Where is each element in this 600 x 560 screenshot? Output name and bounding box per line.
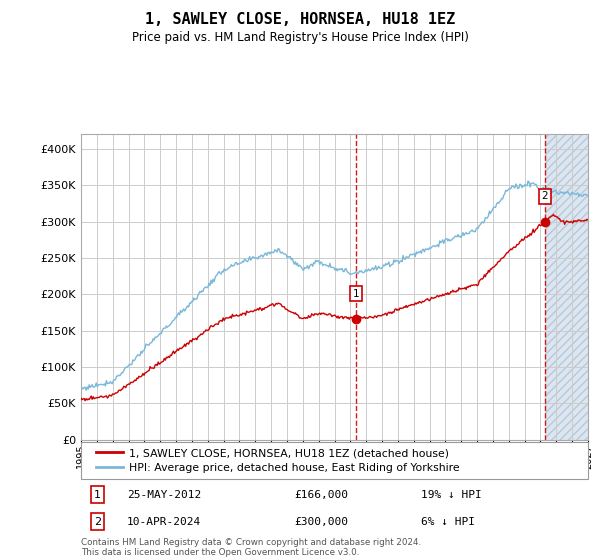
HPI: Average price, detached house, East Riding of Yorkshire: (2.02e+03, 3.26e+05): Average price, detached house, East Ridi… <box>494 199 501 206</box>
Text: Price paid vs. HM Land Registry's House Price Index (HPI): Price paid vs. HM Land Registry's House … <box>131 31 469 44</box>
1, SAWLEY CLOSE, HORNSEA, HU18 1EZ (detached house) <box>380 311 388 318</box>
Text: 25-MAY-2012: 25-MAY-2012 <box>127 489 201 500</box>
HPI: Average price, detached house, East Riding of Yorkshire: (2.02e+03, 3.56e+05): Average price, detached house, East Ridi… <box>524 178 532 184</box>
Legend: 1, SAWLEY CLOSE, HORNSEA, HU18 1EZ (detached house), HPI: Average price, detache: 1, SAWLEY CLOSE, HORNSEA, HU18 1EZ (deta… <box>91 444 464 477</box>
Text: 1, SAWLEY CLOSE, HORNSEA, HU18 1EZ: 1, SAWLEY CLOSE, HORNSEA, HU18 1EZ <box>145 12 455 27</box>
1, SAWLEY CLOSE, HORNSEA, HU18 1EZ (detached house) <box>353 315 360 321</box>
Line: HPI: Average price, detached house, East Riding of Yorkshire: HPI: Average price, detached house, East… <box>81 181 588 390</box>
1, SAWLEY CLOSE, HORNSEA, HU18 1EZ (detached house) <box>77 395 85 402</box>
1, SAWLEY CLOSE, HORNSEA, HU18 1EZ (detached house) <box>319 310 326 317</box>
HPI: Average price, detached house, East Riding of Yorkshire: (2.01e+03, 2.4e+05): Average price, detached house, East Ridi… <box>322 262 329 268</box>
Text: 10-APR-2024: 10-APR-2024 <box>127 516 201 526</box>
Text: Contains HM Land Registry data © Crown copyright and database right 2024.
This d: Contains HM Land Registry data © Crown c… <box>81 538 421 557</box>
Text: £300,000: £300,000 <box>294 516 348 526</box>
1, SAWLEY CLOSE, HORNSEA, HU18 1EZ (detached house) <box>584 217 592 223</box>
1, SAWLEY CLOSE, HORNSEA, HU18 1EZ (detached house) <box>550 211 557 218</box>
Text: 1: 1 <box>353 288 359 298</box>
HPI: Average price, detached house, East Riding of Yorkshire: (2.01e+03, 2.32e+05): Average price, detached house, East Ridi… <box>353 268 360 275</box>
1, SAWLEY CLOSE, HORNSEA, HU18 1EZ (detached house) <box>494 259 501 266</box>
Line: 1, SAWLEY CLOSE, HORNSEA, HU18 1EZ (detached house): 1, SAWLEY CLOSE, HORNSEA, HU18 1EZ (deta… <box>81 214 588 400</box>
Text: 6% ↓ HPI: 6% ↓ HPI <box>421 516 475 526</box>
Text: 2: 2 <box>541 192 548 201</box>
1, SAWLEY CLOSE, HORNSEA, HU18 1EZ (detached house) <box>82 397 89 404</box>
Text: 2: 2 <box>94 516 101 526</box>
1, SAWLEY CLOSE, HORNSEA, HU18 1EZ (detached house) <box>322 311 329 318</box>
HPI: Average price, detached house, East Riding of Yorkshire: (2.03e+03, 3.36e+05): Average price, detached house, East Ridi… <box>584 192 592 199</box>
HPI: Average price, detached house, East Riding of Yorkshire: (2.03e+03, 3.39e+05): Average price, detached house, East Ridi… <box>574 190 581 197</box>
HPI: Average price, detached house, East Riding of Yorkshire: (2e+03, 6.8e+04): Average price, detached house, East Ridi… <box>82 387 89 394</box>
1, SAWLEY CLOSE, HORNSEA, HU18 1EZ (detached house) <box>574 217 581 223</box>
HPI: Average price, detached house, East Riding of Yorkshire: (2e+03, 7.04e+04): Average price, detached house, East Ridi… <box>77 385 85 392</box>
Text: 1: 1 <box>94 489 101 500</box>
Text: £166,000: £166,000 <box>294 489 348 500</box>
HPI: Average price, detached house, East Riding of Yorkshire: (2.01e+03, 2.4e+05): Average price, detached house, East Ridi… <box>380 262 388 268</box>
Text: 19% ↓ HPI: 19% ↓ HPI <box>421 489 481 500</box>
HPI: Average price, detached house, East Riding of Yorkshire: (2.01e+03, 2.39e+05): Average price, detached house, East Ridi… <box>319 262 326 269</box>
Bar <box>545 134 588 440</box>
